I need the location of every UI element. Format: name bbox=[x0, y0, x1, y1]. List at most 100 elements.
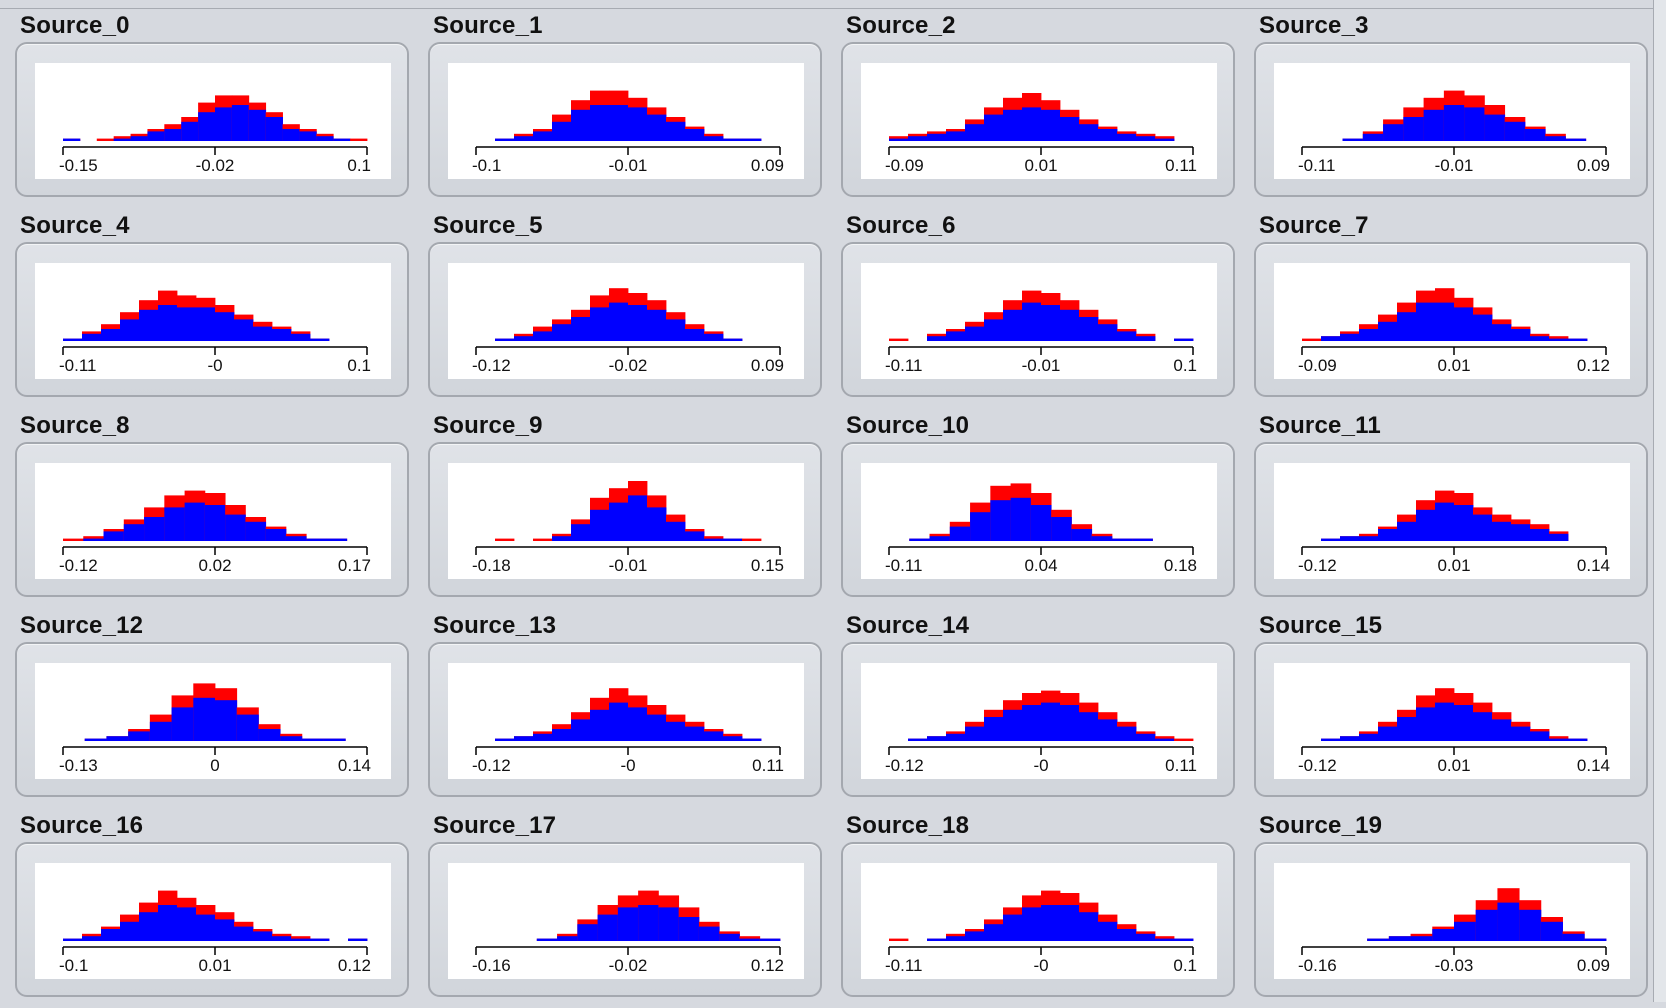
bar-base bbox=[927, 938, 947, 941]
x-tick-label: -0.01 bbox=[609, 556, 648, 575]
histogram-panel: Source_17 -0.16 -0.02 0.12 bbox=[425, 808, 829, 1008]
x-tick-label: -0.01 bbox=[1435, 156, 1474, 175]
bar-base bbox=[946, 936, 966, 941]
histogram-canvas: -0.11 -0 0.1 bbox=[861, 863, 1217, 979]
histogram-frame: -0.12 0.02 0.17 bbox=[15, 442, 409, 597]
x-tick-label: 0.18 bbox=[1164, 556, 1197, 575]
bar-base bbox=[234, 926, 254, 941]
bar-base bbox=[1079, 912, 1099, 941]
panel-title: Source_17 bbox=[433, 812, 557, 839]
bar-base bbox=[577, 924, 598, 941]
histogram-frame: -0.15 -0.02 0.1 bbox=[15, 42, 409, 197]
bar-base bbox=[571, 109, 591, 141]
histogram-canvas: -0.12 -0.02 0.09 bbox=[448, 263, 804, 379]
bar-base bbox=[1340, 333, 1360, 341]
bar-total bbox=[742, 538, 762, 541]
panel-title: Source_14 bbox=[846, 612, 970, 639]
bar-base bbox=[719, 933, 740, 941]
bar-base bbox=[1155, 938, 1175, 941]
bar-base bbox=[571, 317, 591, 341]
bar-base bbox=[177, 907, 197, 941]
bar-base bbox=[1003, 914, 1023, 941]
bar-base bbox=[1321, 738, 1341, 741]
bar-base bbox=[946, 331, 966, 341]
bar-base bbox=[666, 521, 686, 541]
bar-base bbox=[1562, 933, 1585, 941]
bar-base bbox=[1511, 329, 1531, 341]
x-tick-label: -0.09 bbox=[885, 156, 924, 175]
x-tick-label: -0.1 bbox=[59, 956, 88, 975]
bar-base bbox=[1549, 738, 1569, 741]
vertical-scrollbar[interactable] bbox=[1653, 0, 1666, 1002]
bar-base bbox=[949, 526, 971, 541]
bar-base bbox=[1367, 938, 1390, 941]
histogram-frame: -0.12 0.01 0.14 bbox=[1254, 442, 1648, 597]
bar-base bbox=[310, 338, 330, 341]
bar-base bbox=[1079, 317, 1099, 341]
bar-base bbox=[1397, 521, 1417, 541]
bar-base bbox=[1403, 117, 1424, 141]
histogram-canvas: -0.16 -0.02 0.12 bbox=[448, 863, 804, 979]
x-tick-label: -0.11 bbox=[59, 356, 97, 375]
bar-base bbox=[128, 731, 151, 741]
histogram-canvas: -0.12 -0 0.11 bbox=[861, 663, 1217, 779]
x-tick-label: -0.18 bbox=[472, 556, 511, 575]
x-tick-label: 0.09 bbox=[751, 156, 784, 175]
x-tick-label: -0 bbox=[1033, 956, 1048, 975]
bar-base bbox=[236, 714, 259, 741]
histogram-canvas: -0.09 0.01 0.12 bbox=[1274, 263, 1630, 379]
bar-base bbox=[1098, 324, 1118, 341]
bar-base bbox=[678, 917, 700, 941]
bar-base bbox=[1435, 702, 1455, 741]
bar-base bbox=[908, 136, 928, 141]
bar-base bbox=[248, 109, 267, 141]
bar-base bbox=[215, 700, 238, 741]
bar-base bbox=[1340, 536, 1360, 541]
bar-base bbox=[533, 733, 553, 741]
histogram-chart: -0.09 0.01 0.12 bbox=[1298, 288, 1610, 375]
bar-base bbox=[258, 729, 281, 741]
histogram-canvas: -0.11 -0 0.1 bbox=[35, 263, 391, 379]
bar-total bbox=[704, 536, 724, 541]
panel-title: Source_9 bbox=[433, 412, 543, 439]
histogram-frame: -0.12 0.01 0.14 bbox=[1254, 642, 1648, 797]
histogram-panel: Source_15 -0.12 0.01 0.14 bbox=[1251, 608, 1655, 808]
bar-base bbox=[1378, 726, 1398, 741]
bar-base bbox=[533, 131, 553, 141]
x-tick-label: -0 bbox=[1033, 756, 1048, 775]
histogram-canvas: -0.11 -0.01 0.09 bbox=[1274, 63, 1630, 179]
bar-total bbox=[533, 538, 553, 541]
histogram-panel: Source_4 -0.11 -0 0.1 bbox=[12, 208, 416, 408]
bar-base bbox=[1022, 107, 1042, 141]
bar-base bbox=[495, 138, 515, 141]
histogram-chart: -0.15 -0.02 0.1 bbox=[59, 95, 371, 175]
x-tick-label: 0.01 bbox=[1437, 556, 1470, 575]
bar-base bbox=[647, 309, 667, 341]
histogram-panel: Source_19 -0.16 -0.03 0.09 bbox=[1251, 808, 1655, 1008]
x-tick-label: -0.02 bbox=[609, 356, 648, 375]
bar-base bbox=[181, 121, 199, 141]
x-tick-label: -0.13 bbox=[59, 756, 98, 775]
x-tick-label: 0.1 bbox=[1173, 356, 1197, 375]
bar-base bbox=[1051, 517, 1072, 541]
bar-base bbox=[215, 107, 233, 141]
bar-base bbox=[291, 938, 311, 941]
bar-total bbox=[96, 138, 115, 141]
bar-base bbox=[103, 531, 125, 541]
bar-base bbox=[1540, 921, 1563, 941]
bar-base bbox=[326, 538, 348, 541]
bar-base bbox=[1519, 909, 1542, 941]
bar-base bbox=[144, 517, 165, 541]
bar-base bbox=[946, 733, 966, 741]
histogram-canvas: -0.18 -0.01 0.15 bbox=[448, 463, 804, 579]
bar-base bbox=[514, 336, 534, 341]
histogram-frame: -0.09 0.01 0.12 bbox=[1254, 242, 1648, 397]
histogram-panel: Source_13 -0.12 -0 0.11 bbox=[425, 608, 829, 808]
bar-base bbox=[536, 938, 558, 941]
x-tick-label: -0.16 bbox=[1298, 956, 1337, 975]
bar-base bbox=[1117, 331, 1137, 341]
histogram-chart: -0.12 0.01 0.14 bbox=[1298, 490, 1610, 575]
x-tick-label: 0.12 bbox=[1577, 356, 1610, 375]
bar-base bbox=[628, 707, 648, 741]
bar-base bbox=[1473, 314, 1493, 341]
